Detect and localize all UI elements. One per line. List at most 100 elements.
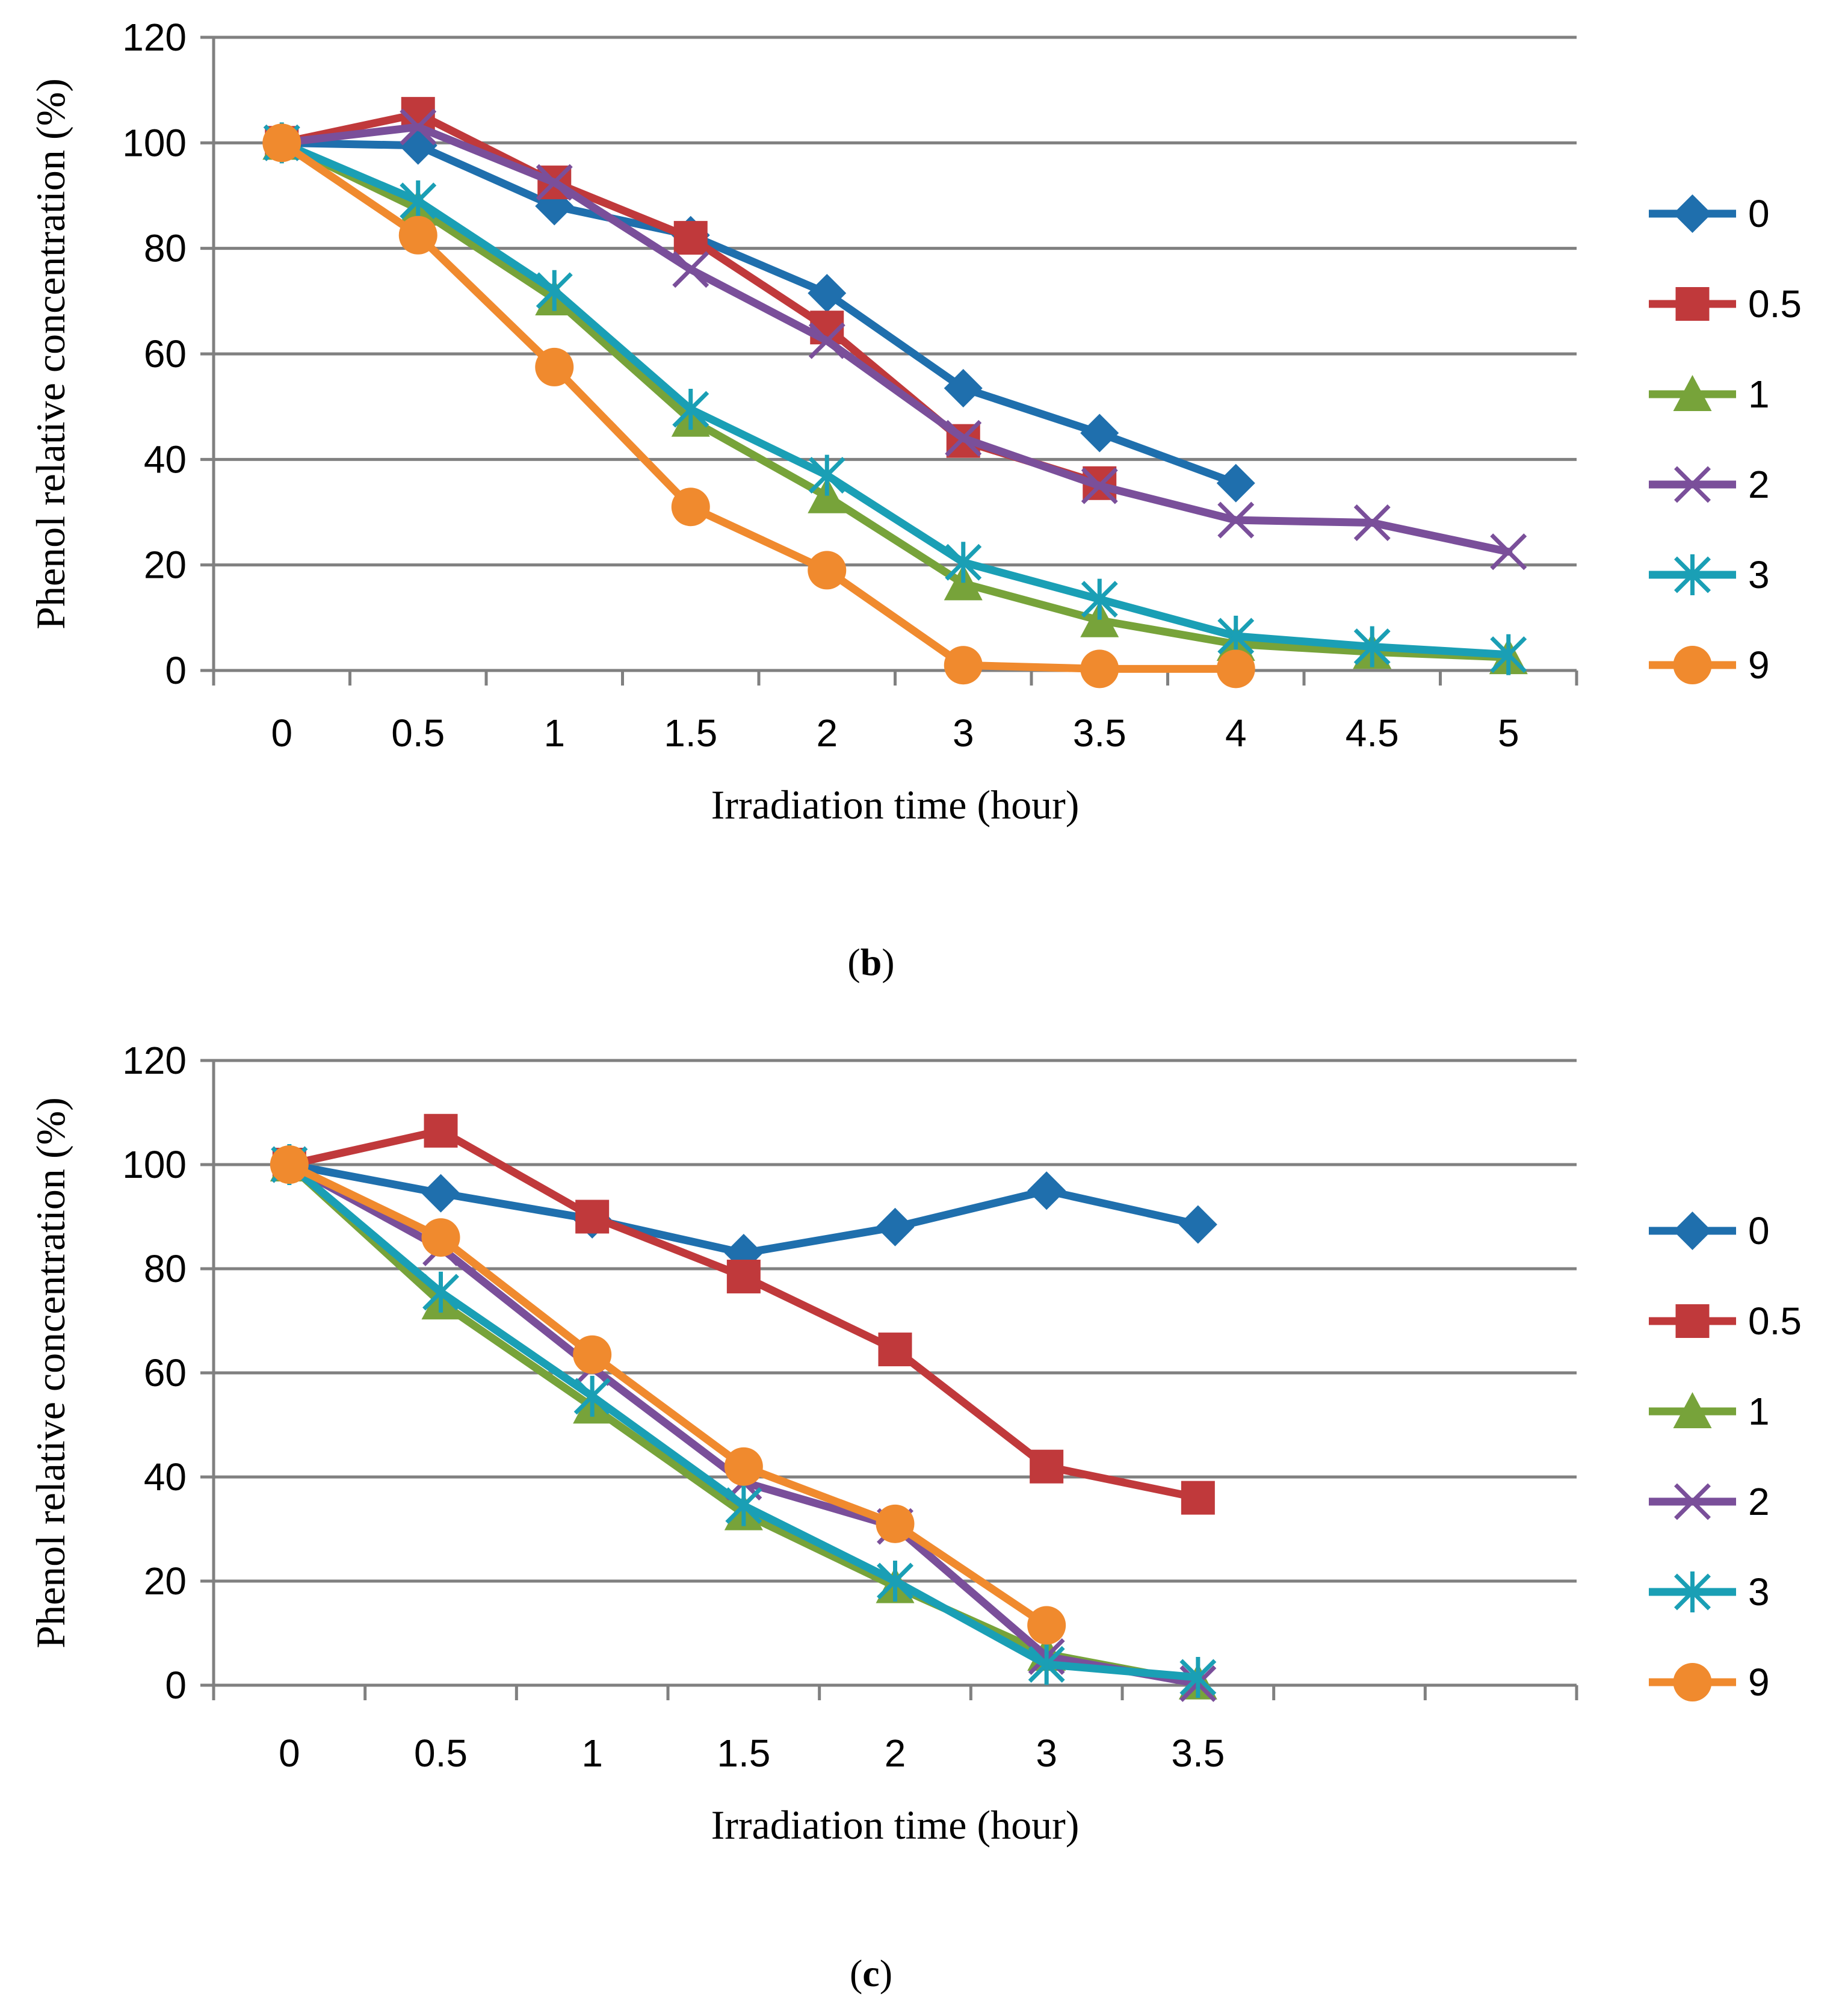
x-tick-label: 4.5 xyxy=(1346,711,1399,755)
legend-item: 3 xyxy=(1649,553,1770,596)
x-tick-label: 3 xyxy=(953,711,974,755)
x-tick-label: 0 xyxy=(279,1732,300,1775)
series-9 xyxy=(270,1145,1066,1645)
data-point xyxy=(400,180,437,221)
y-tick-label: 120 xyxy=(122,16,187,59)
data-point xyxy=(422,1271,459,1313)
x-tick-label: 2 xyxy=(885,1732,906,1775)
y-tick-label: 120 xyxy=(122,1039,187,1082)
data-point xyxy=(270,1145,309,1184)
data-point xyxy=(1027,1606,1066,1645)
data-point xyxy=(945,542,982,583)
legend-label: 1 xyxy=(1748,373,1770,416)
data-point xyxy=(808,551,847,590)
data-point xyxy=(1080,413,1119,453)
data-point xyxy=(1216,649,1255,689)
data-point xyxy=(421,1218,460,1257)
series-3 xyxy=(271,1144,1217,1698)
legend-marker xyxy=(1673,1392,1712,1428)
panel-caption: (b) xyxy=(847,941,894,983)
series-line xyxy=(277,123,1513,556)
legend-label: 1 xyxy=(1748,1390,1770,1433)
data-point xyxy=(808,322,845,359)
data-point xyxy=(1353,504,1391,542)
data-point xyxy=(808,454,845,496)
legend-label: 0.5 xyxy=(1748,1299,1802,1343)
y-tick-label: 80 xyxy=(144,1247,187,1290)
legend: 0 0.5 1 2 3 9 xyxy=(1649,1209,1802,1704)
x-tick-label: 1.5 xyxy=(717,1732,770,1775)
y-tick-label: 100 xyxy=(122,121,187,164)
data-point xyxy=(1028,1644,1065,1685)
legend-label: 2 xyxy=(1748,1480,1770,1523)
data-point xyxy=(1490,634,1527,675)
data-point xyxy=(671,488,710,527)
data-point xyxy=(1490,533,1527,571)
y-tick-label: 20 xyxy=(144,543,187,587)
legend-item: 2 xyxy=(1649,463,1770,506)
legend-marker xyxy=(1674,554,1711,595)
series-0.5 xyxy=(272,1113,1215,1515)
data-point xyxy=(726,1259,761,1293)
data-point xyxy=(424,1113,458,1148)
data-point xyxy=(1080,649,1119,689)
series-9 xyxy=(262,123,1255,689)
series-1 xyxy=(262,123,1528,675)
data-point xyxy=(1179,1657,1217,1698)
data-point xyxy=(877,1561,913,1602)
data-point xyxy=(1216,463,1255,503)
data-point xyxy=(536,164,573,201)
x-tick-label: 1 xyxy=(543,711,565,755)
panel-caption: (c) xyxy=(850,1952,892,1995)
series-line xyxy=(277,138,1513,661)
x-tick-label: 3.5 xyxy=(1171,1732,1225,1775)
legend-marker xyxy=(1673,1212,1712,1250)
x-axis-title: Irradiation time (hour) xyxy=(711,782,1080,828)
data-point xyxy=(1027,1171,1066,1210)
data-point xyxy=(724,1447,763,1486)
legend-marker xyxy=(1675,1304,1710,1338)
x-tick-label: 1 xyxy=(581,1732,603,1775)
x-tick-label: 0.5 xyxy=(391,711,445,755)
y-tick-label: 60 xyxy=(144,332,187,376)
y-tick-label: 40 xyxy=(144,438,187,481)
x-tick-label: 0.5 xyxy=(414,1732,468,1775)
data-point xyxy=(1178,1205,1217,1244)
legend-label: 9 xyxy=(1748,1661,1770,1704)
legend-marker xyxy=(1674,1483,1711,1520)
data-point xyxy=(573,1375,611,1417)
data-point xyxy=(876,1207,915,1246)
y-tick-label: 80 xyxy=(144,227,187,270)
series-line xyxy=(285,1160,1051,1630)
data-point xyxy=(1217,501,1255,539)
legend-item: 9 xyxy=(1649,1661,1770,1704)
legend-item: 0 xyxy=(1649,1209,1770,1252)
data-point xyxy=(876,1504,915,1543)
data-point xyxy=(1081,467,1118,504)
data-point xyxy=(536,270,573,311)
legend-item: 0.5 xyxy=(1649,1299,1802,1343)
legend-label: 0 xyxy=(1748,1209,1770,1252)
series-2 xyxy=(271,1146,1217,1702)
legend-label: 0 xyxy=(1748,192,1770,235)
legend-label: 3 xyxy=(1748,1570,1770,1614)
data-point xyxy=(400,108,437,146)
x-tick-label: 3 xyxy=(1036,1732,1057,1775)
data-point xyxy=(1353,626,1391,667)
series-0.5 xyxy=(265,97,1117,500)
x-tick-label: 4 xyxy=(1225,711,1247,755)
y-tick-label: 0 xyxy=(165,649,187,692)
legend-label: 3 xyxy=(1748,553,1770,596)
data-point xyxy=(808,274,847,313)
legend-marker xyxy=(1675,287,1710,321)
data-point xyxy=(1181,1481,1215,1515)
data-point xyxy=(672,251,709,288)
legend-item: 9 xyxy=(1649,643,1770,687)
y-tick-label: 40 xyxy=(144,1455,187,1499)
data-point xyxy=(944,368,983,407)
data-point xyxy=(878,1333,912,1367)
data-point xyxy=(262,123,301,163)
legend-label: 9 xyxy=(1748,643,1770,687)
